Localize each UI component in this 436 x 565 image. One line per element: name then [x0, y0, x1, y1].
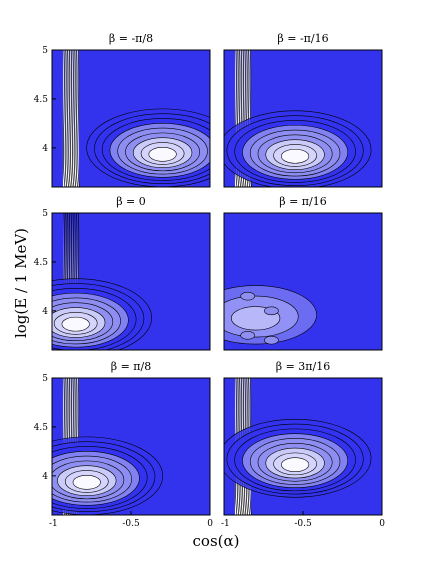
panel-title: β = 3π/16 [276, 360, 331, 373]
contour-island [264, 335, 279, 345]
panel-frame [51, 49, 211, 188]
y-tick-label: 4.5 [34, 95, 49, 105]
panel-frame [223, 49, 383, 188]
y-tick-label: 4 [42, 307, 48, 317]
streak-contour [64, 50, 68, 187]
contour-field [224, 50, 372, 187]
panel-frame [223, 212, 383, 351]
streak-contour [63, 50, 66, 187]
y-tick-label: 4.5 [34, 423, 49, 433]
streak-contour [77, 50, 80, 187]
contour-level [72, 474, 101, 490]
streak-contour [72, 50, 75, 187]
streak-contour [73, 50, 77, 187]
panel-2: β = -π/16 [223, 32, 383, 188]
x-tick-label: -1 [221, 519, 230, 529]
panel-background [224, 213, 382, 350]
contour-level [281, 457, 310, 472]
streak-contour [75, 50, 78, 187]
x-tick-label: 0 [207, 519, 213, 529]
panel-title: β = -π/16 [277, 32, 328, 45]
y-tick-label: 5 [42, 46, 48, 56]
y-tick-label: 4.5 [34, 258, 49, 268]
axes-group: 5 4.5 4 5 4.5 4 5 4.5 4 -1 -0.5 0 -1 -0.5 0 [34, 46, 386, 529]
panel-3: β = 0 [51, 195, 211, 351]
contour-field [224, 285, 317, 345]
contour-level [281, 148, 310, 164]
panel-title: β = π/8 [111, 360, 152, 373]
contour-island [240, 291, 255, 301]
y-tick-label: 4 [42, 144, 48, 154]
streak-contour [66, 50, 69, 187]
x-tick-label: -0.5 [122, 519, 140, 529]
contour-field [52, 213, 152, 350]
panel-5: β = π/8 [51, 360, 211, 516]
streak-contour [68, 50, 71, 187]
contour-field [62, 50, 210, 187]
contour-field [52, 378, 164, 515]
x-axis-label: cos(α) [193, 532, 240, 550]
x-tick-label: 0 [379, 519, 385, 529]
panels-group: β = -π/8 β = -π/16 β = 0 β = π/16 β = π/8 β =… [51, 32, 383, 516]
panel-1: β = -π/8 [51, 32, 211, 188]
contour-level [148, 146, 177, 162]
panel-frame [51, 212, 211, 351]
contour-island [240, 331, 255, 340]
panel-title: β = -π/8 [109, 32, 153, 45]
panel-title: β = π/16 [279, 195, 327, 208]
panel-4: β = π/16 [223, 195, 383, 351]
x-tick-label: -1 [49, 519, 58, 529]
streak-contour [70, 50, 73, 187]
x-tick-label: -0.5 [294, 519, 312, 529]
panel-6: β = 3π/16 [223, 360, 383, 516]
y-tick-label: 5 [42, 374, 48, 384]
y-tick-label: 5 [42, 209, 48, 219]
contour-field [224, 378, 372, 515]
contour-island [264, 306, 279, 316]
y-axis-label: log(E / 1 MeV) [12, 228, 30, 338]
y-tick-label: 4 [42, 472, 48, 482]
contour-level [61, 316, 90, 332]
panel-title: β = 0 [116, 195, 146, 208]
contour-level [224, 295, 299, 338]
